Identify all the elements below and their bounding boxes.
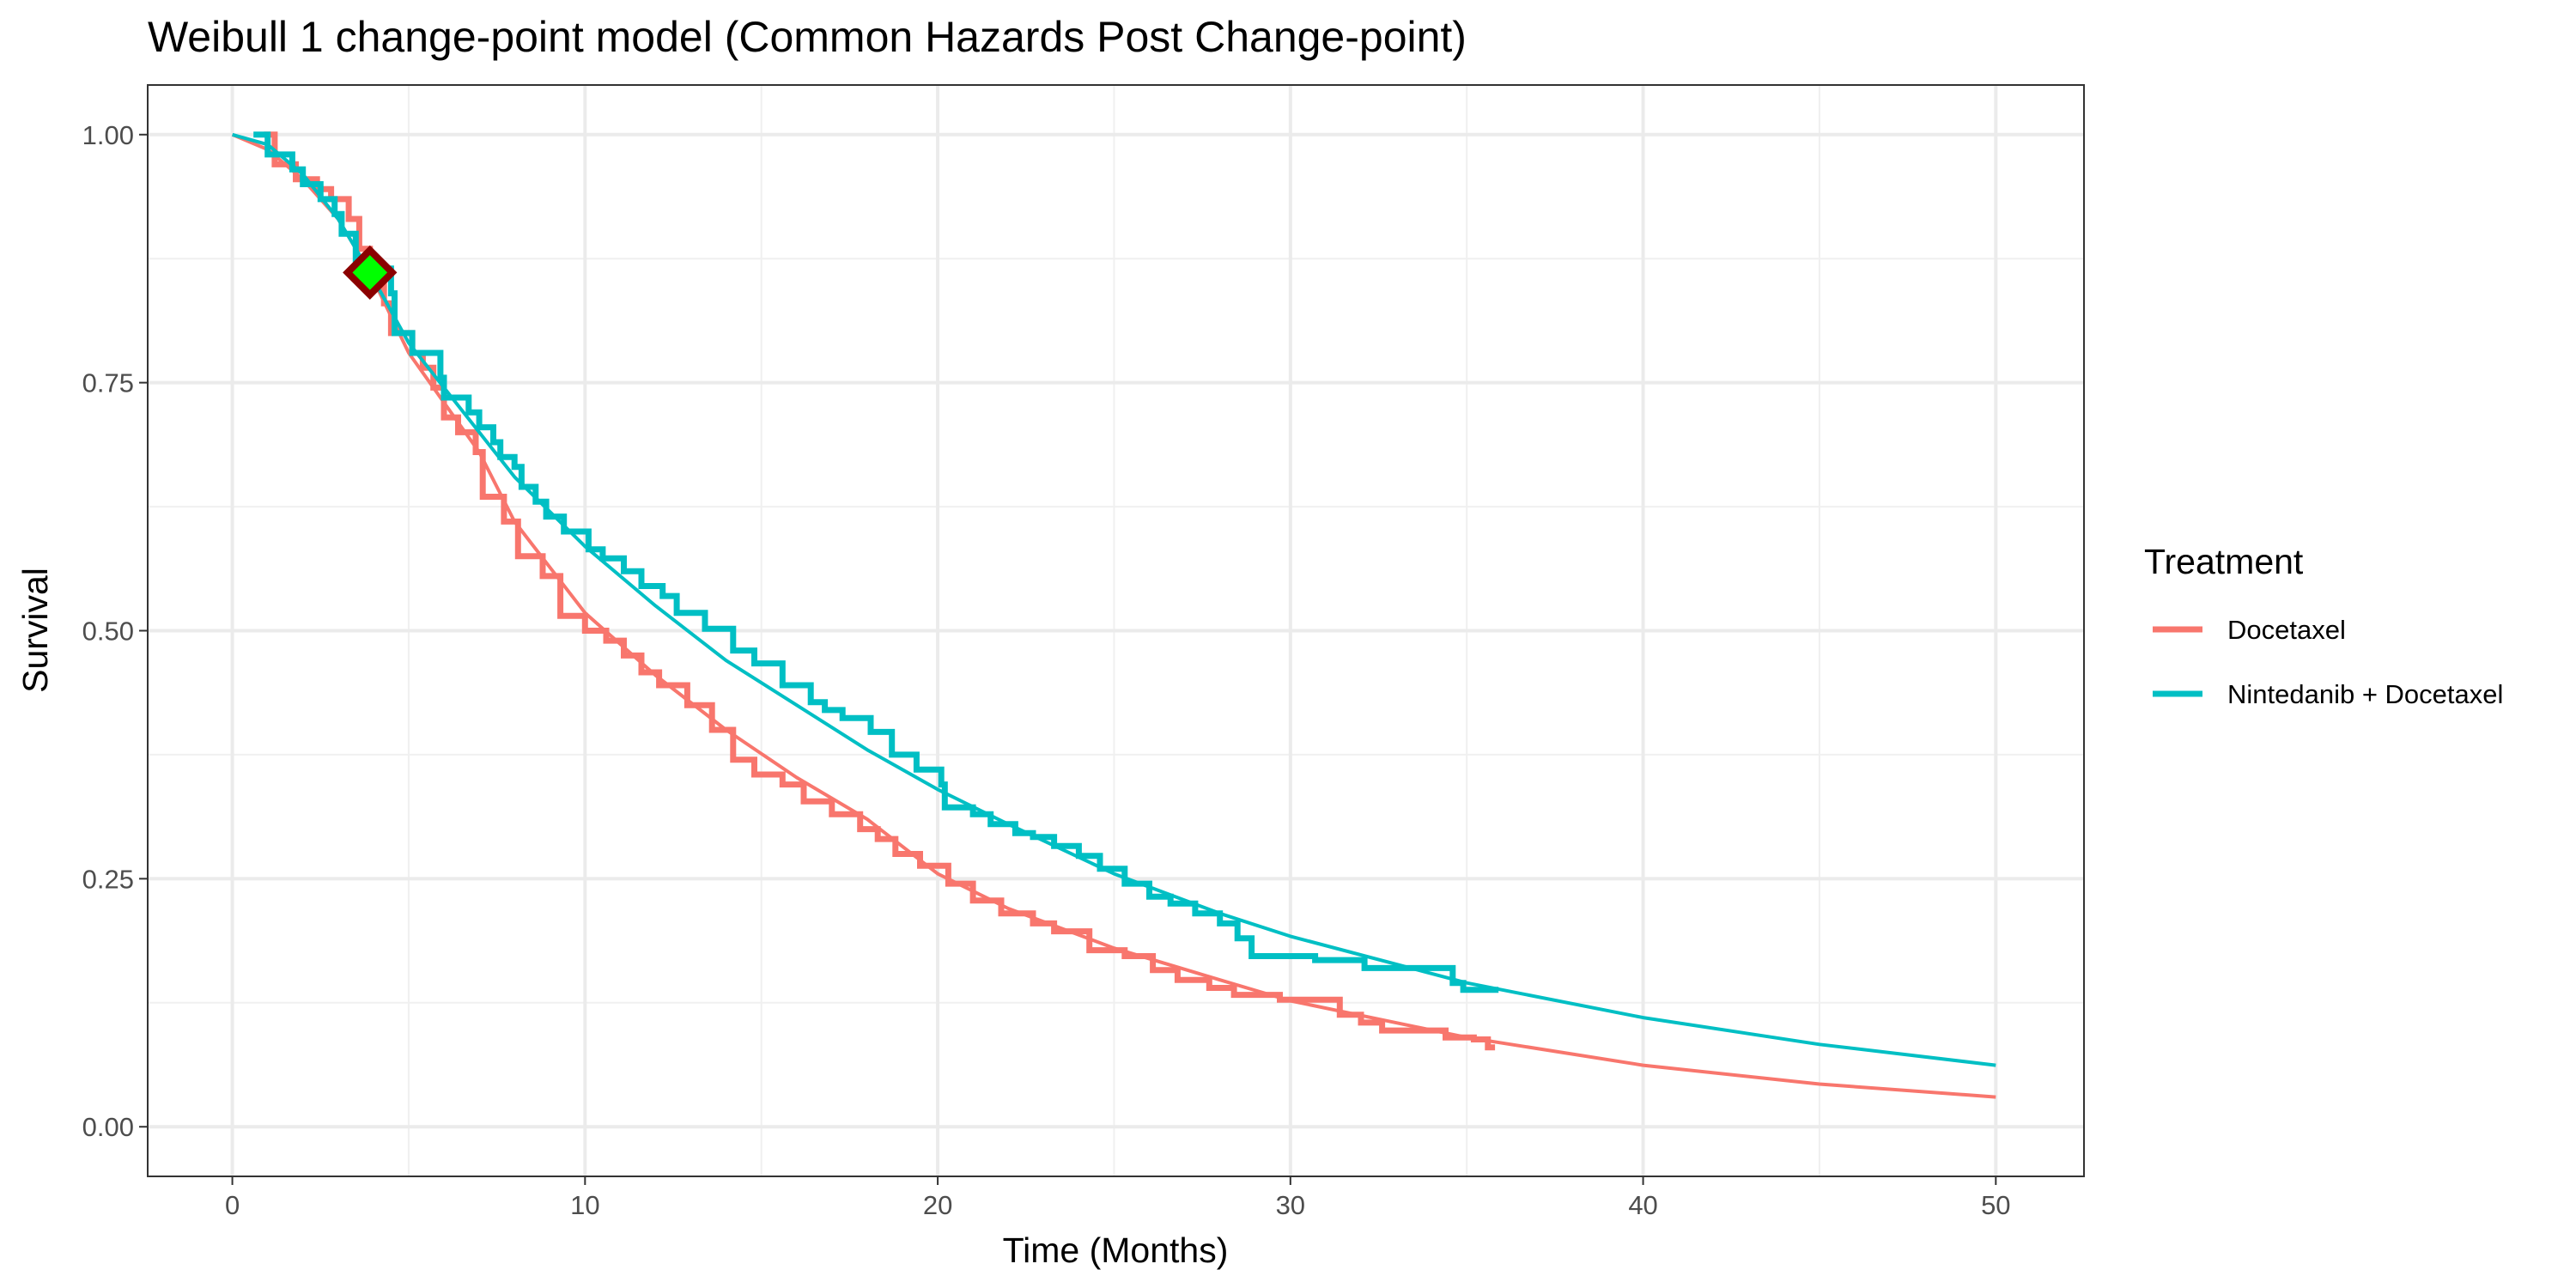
legend-label-nintedanib-docetaxel: Nintedanib + Docetaxel [2227, 679, 2503, 709]
x-tick-label: 10 [570, 1190, 599, 1220]
legend-label-docetaxel: Docetaxel [2227, 615, 2346, 645]
x-axis: 0 10 20 30 40 50 [225, 1176, 2011, 1220]
x-tick-label: 40 [1628, 1190, 1657, 1220]
y-tick-label: 0.50 [82, 617, 134, 647]
legend: Treatment Docetaxel Nintedanib + Docetaxe… [2144, 542, 2503, 709]
km-curve-nintedanib-docetaxel [253, 131, 1499, 993]
y-tick-label: 0.75 [82, 368, 134, 398]
y-tick-label: 0.25 [82, 864, 134, 894]
x-tick-label: 50 [1981, 1190, 2010, 1220]
minor-gridlines [148, 85, 2084, 1176]
y-axis-title: Survival [15, 568, 55, 693]
x-tick-label: 0 [225, 1190, 240, 1220]
change-point-marker [343, 245, 398, 301]
legend-entries: Docetaxel Nintedanib + Docetaxel [2153, 615, 2503, 709]
change-point-layer [343, 245, 398, 301]
x-tick-label: 20 [923, 1190, 952, 1220]
legend-title: Treatment [2144, 542, 2304, 581]
y-axis: 0.00 0.25 0.50 0.75 1.00 [82, 120, 148, 1142]
series-layer [231, 131, 1996, 1099]
x-axis-title: Time (Months) [1003, 1230, 1229, 1270]
chart-title: Weibull 1 change-point model (Common Haz… [148, 13, 1467, 61]
x-tick-label: 30 [1276, 1190, 1305, 1220]
y-tick-label: 0.00 [82, 1112, 134, 1142]
y-tick-label: 1.00 [82, 120, 134, 150]
